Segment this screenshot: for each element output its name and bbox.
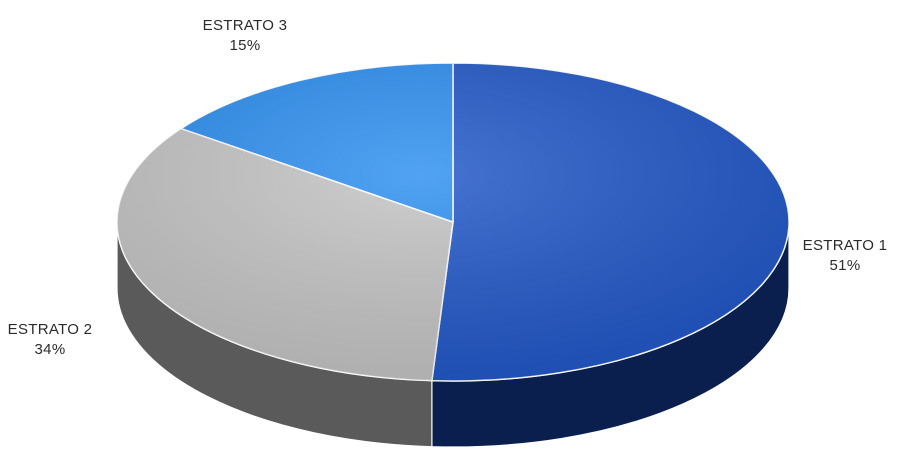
slice-value-estrato-1: 51% (830, 257, 861, 274)
slice-label-estrato-2: ESTRATO 2 (8, 321, 93, 338)
slice-label-estrato-1: ESTRATO 1 (803, 237, 888, 254)
slice-value-estrato-2: 34% (35, 341, 66, 358)
pie-tops (116, 62, 790, 382)
slice-label-estrato-3: ESTRATO 3 (203, 17, 288, 34)
slice-value-estrato-3: 15% (230, 37, 261, 54)
pie-labels: ESTRATO 1 51% ESTRATO 2 34% ESTRATO 3 15% (8, 17, 888, 358)
